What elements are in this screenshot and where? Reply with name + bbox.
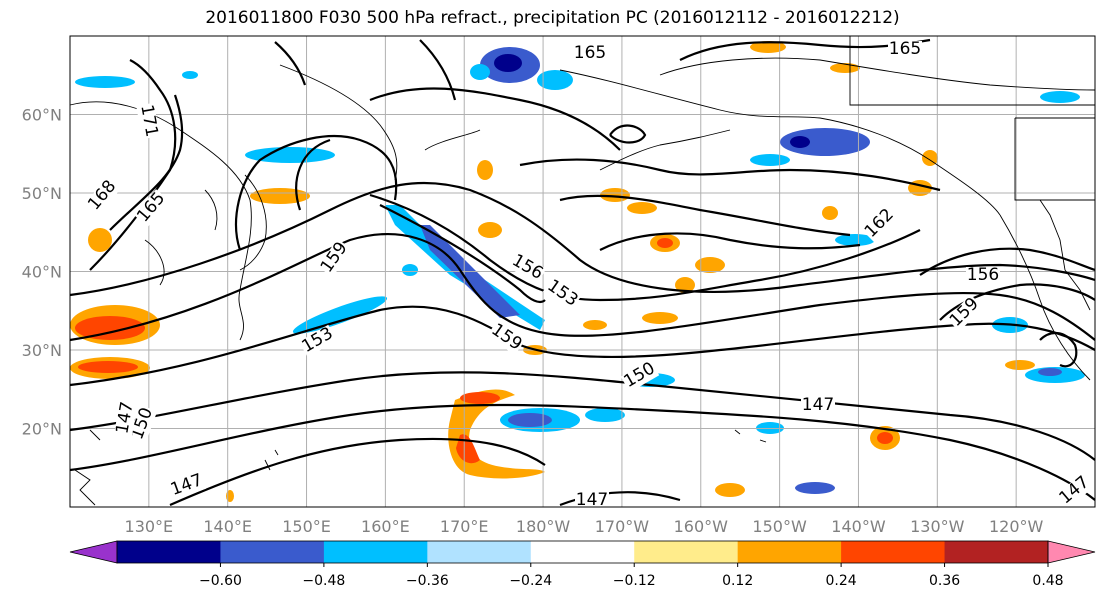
lon-tick-label: 170°W <box>595 517 650 536</box>
colorbar-segment <box>841 541 946 563</box>
lon-tick-label: 160°E <box>361 517 410 536</box>
contour-label: 153 <box>544 276 582 311</box>
map-frame <box>69 35 1096 508</box>
colorbar-tick-label: −0.36 <box>406 573 449 589</box>
lat-tick-label: 40°N <box>22 263 62 282</box>
lon-tick-label: 140°E <box>203 517 252 536</box>
colorbar: −0.60 −0.48 −0.36 −0.24 −0.12 0.12 0.24 0.36 0.4… <box>69 540 1096 589</box>
chart-title: 2016011800 F030 500 hPa refract., precip… <box>205 8 900 28</box>
latitude-axis: 20°N 30°N 40°N 50°N 60°N <box>22 106 62 439</box>
lon-tick-label: 150°E <box>282 517 331 536</box>
colorbar-tick-label: 0.24 <box>826 573 857 589</box>
contour-label-background <box>298 324 338 358</box>
contour-label: 156 <box>508 250 546 284</box>
longitude-axis: 130°E 140°E 150°E 160°E 170°E 180°W 170°W 160°W… <box>125 517 1044 536</box>
contour-label-background <box>134 189 170 227</box>
contour-label-background <box>136 102 160 140</box>
contour-label-background <box>575 492 609 510</box>
contour-label-background <box>801 397 835 415</box>
colorbar-extend-low <box>69 540 118 564</box>
lon-tick-label: 170°E <box>440 517 489 536</box>
colorbar-segment <box>737 541 842 563</box>
contour-label-background <box>114 399 138 437</box>
contour-label-background <box>620 359 660 393</box>
lon-tick-label: 130°W <box>910 517 965 536</box>
colorbar-outline <box>116 540 1049 564</box>
colorbar-segment <box>427 541 532 563</box>
contour-label-background <box>1056 473 1094 509</box>
lat-tick-label: 30°N <box>22 341 62 360</box>
lat-tick-label: 20°N <box>22 420 62 439</box>
lon-tick-label: 150°W <box>752 517 807 536</box>
colorbar-tick-label: −0.60 <box>199 573 242 589</box>
contour-label: 147 <box>168 470 205 500</box>
contour-label: 165 <box>133 188 169 226</box>
lon-tick-label: 160°W <box>674 517 729 536</box>
contour-label-background <box>573 45 607 63</box>
contour-label-background <box>85 177 121 215</box>
colorbar-segment <box>530 541 635 563</box>
colorbar-tick-label: 0.48 <box>1032 573 1063 589</box>
contour-label-background <box>486 320 526 356</box>
colorbar-tick-label: −0.48 <box>302 573 345 589</box>
refractivity-contours <box>69 38 1096 507</box>
colorbar-segment <box>117 541 221 563</box>
contour-label-background <box>888 41 922 59</box>
colorbar-tick-label: 0.36 <box>929 573 960 589</box>
contour-label-background <box>966 267 1000 285</box>
contour-label-background <box>946 294 984 332</box>
colorbar-tick-label: −0.24 <box>509 573 552 589</box>
contour-label-background <box>507 251 547 285</box>
colorbar-segment <box>220 541 325 563</box>
contour-label-background <box>317 238 353 278</box>
lon-tick-label: 120°W <box>989 517 1044 536</box>
colorbar-segment <box>944 541 1049 563</box>
lon-tick-label: 140°W <box>831 517 886 536</box>
colorbar-segment <box>323 541 428 563</box>
contour-label: 168 <box>84 176 120 214</box>
coastlines <box>69 36 1096 506</box>
contour-label: 156 <box>967 265 999 285</box>
contour-label-background <box>128 404 158 444</box>
colorbar-segment <box>634 541 739 563</box>
lon-tick-label: 180°W <box>516 517 571 536</box>
contour-label: 171 <box>136 103 161 138</box>
colorbar-extend-high <box>1047 540 1096 564</box>
lat-tick-label: 60°N <box>22 106 62 125</box>
contour-label-background <box>542 276 582 312</box>
colorbar-tick-label: −0.12 <box>613 573 656 589</box>
contour-label: 165 <box>574 43 606 63</box>
contour-label: 147 <box>802 395 834 415</box>
contour-label: 165 <box>889 39 921 59</box>
lat-tick-label: 50°N <box>22 184 62 203</box>
contour-label: 147 <box>576 490 608 510</box>
contour-label-background <box>167 471 207 501</box>
contour-label-background <box>861 205 899 243</box>
contour-label: 159 <box>317 238 352 276</box>
lon-tick-label: 130°E <box>125 517 174 536</box>
map-gridlines <box>70 36 1095 507</box>
colorbar-tick-label: 0.12 <box>722 573 753 589</box>
